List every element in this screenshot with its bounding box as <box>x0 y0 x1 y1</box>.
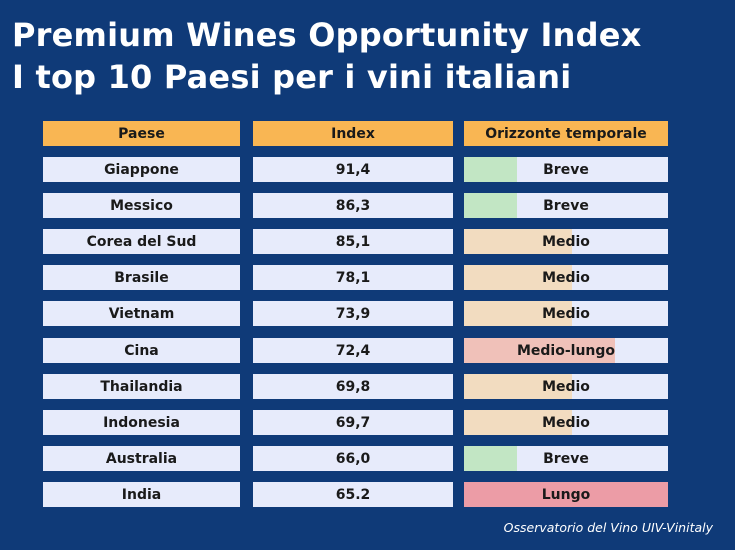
title: Premium Wines Opportunity Index I top 10… <box>12 14 642 98</box>
horizon-label: Breve <box>543 197 589 214</box>
cell-index: 86,3 <box>253 193 453 218</box>
horizon-label: Medio <box>542 269 590 286</box>
cell-country: Giappone <box>43 157 240 182</box>
cell-horizon: Medio-lungo <box>464 338 668 363</box>
cell-country: Australia <box>43 446 240 471</box>
horizon-bar <box>464 446 518 471</box>
horizon-bar <box>464 410 573 435</box>
horizon-bar <box>464 301 573 326</box>
horizon-bar <box>464 482 668 507</box>
cell-country: Indonesia <box>43 410 240 435</box>
cell-horizon: Medio <box>464 265 668 290</box>
header-index: Index <box>253 121 453 146</box>
horizon-label: Medio <box>542 233 590 250</box>
header-paese: Paese <box>43 121 240 146</box>
cell-country: Corea del Sud <box>43 229 240 254</box>
cell-country: Brasile <box>43 265 240 290</box>
cell-index: 69,8 <box>253 374 453 399</box>
cell-horizon: Breve <box>464 193 668 218</box>
cell-index: 78,1 <box>253 265 453 290</box>
cell-horizon: Medio <box>464 301 668 326</box>
horizon-label: Lungo <box>541 486 591 503</box>
horizon-label: Medio-lungo <box>516 342 616 359</box>
cell-index: 69,7 <box>253 410 453 435</box>
horizon-label: Medio <box>542 378 590 395</box>
horizon-bar <box>464 338 615 363</box>
cell-country: Cina <box>43 338 240 363</box>
cell-horizon: Medio <box>464 229 668 254</box>
horizon-bar <box>464 374 573 399</box>
cell-country: Vietnam <box>43 301 240 326</box>
horizon-bar <box>464 157 518 182</box>
horizon-label: Medio <box>542 305 590 322</box>
cell-horizon: Lungo <box>464 482 668 507</box>
cell-index: 91,4 <box>253 157 453 182</box>
horizon-bar <box>464 193 518 218</box>
horizon-label: Breve <box>543 161 589 178</box>
cell-horizon: Breve <box>464 157 668 182</box>
header-orizzonte: Orizzonte temporale <box>464 121 668 146</box>
cell-horizon: Breve <box>464 446 668 471</box>
cell-country: Messico <box>43 193 240 218</box>
cell-country: Thailandia <box>43 374 240 399</box>
cell-index: 65.2 <box>253 482 453 507</box>
horizon-label: Medio <box>542 414 590 431</box>
cell-index: 72,4 <box>253 338 453 363</box>
cell-horizon: Medio <box>464 410 668 435</box>
horizon-label: Breve <box>543 450 589 467</box>
source-footer: Osservatorio del Vino UIV-Vinitaly <box>503 520 713 535</box>
cell-index: 85,1 <box>253 229 453 254</box>
cell-index: 73,9 <box>253 301 453 326</box>
title-line-1: Premium Wines Opportunity Index <box>12 16 642 54</box>
cell-horizon: Medio <box>464 374 668 399</box>
title-line-2: I top 10 Paesi per i vini italiani <box>12 58 572 96</box>
cell-index: 66,0 <box>253 446 453 471</box>
horizon-bar <box>464 229 573 254</box>
cell-country: India <box>43 482 240 507</box>
horizon-bar <box>464 265 573 290</box>
